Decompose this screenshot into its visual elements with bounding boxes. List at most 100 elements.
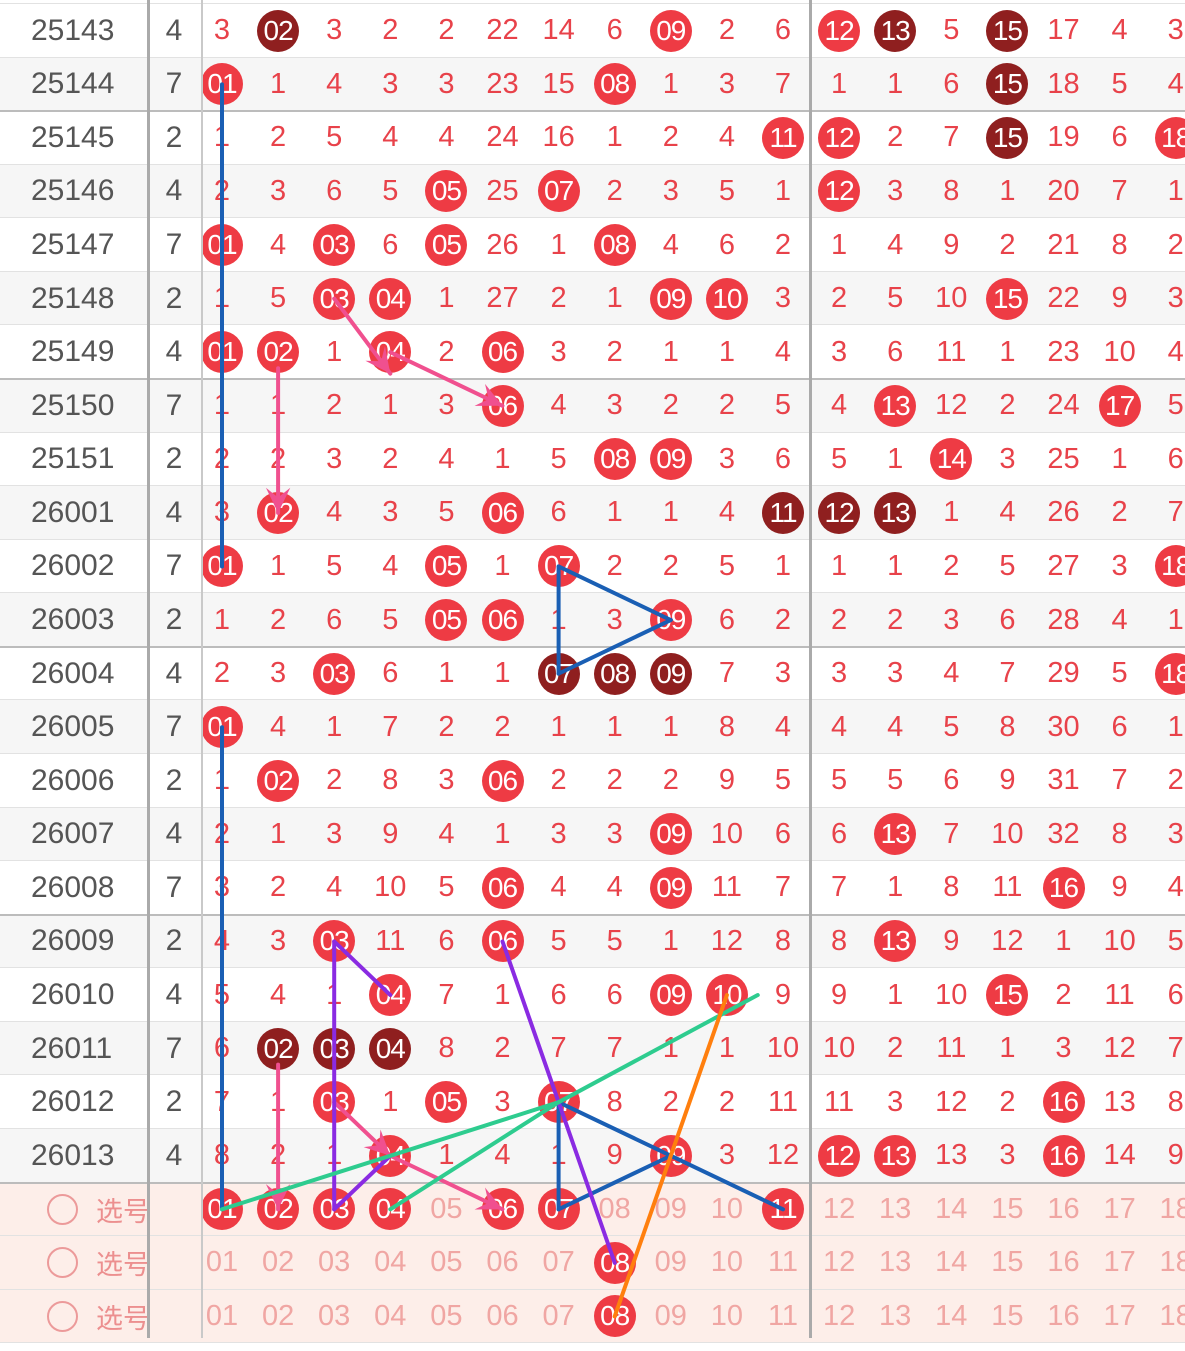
number-cell: 2 — [270, 121, 287, 154]
table-row: 25147 7 01 4 03 6 05 26 1 08 4 6 2 1 4 9 2 21 8 2 — [0, 218, 1185, 272]
number-cell: 16 — [542, 121, 575, 154]
pick-number-option[interactable]: 07 — [542, 1299, 575, 1332]
pick-number-option[interactable]: 09 — [654, 1299, 687, 1332]
pick-number-option[interactable]: 18 — [1159, 1246, 1185, 1279]
pick-number-option[interactable]: 17 — [1103, 1299, 1136, 1332]
pick-number-option[interactable]: 15 — [991, 1246, 1024, 1279]
pick-number-option[interactable]: 08 — [588, 1236, 642, 1290]
pick-number-option[interactable]: 12 — [822, 1299, 856, 1332]
sum-value: 7 — [165, 388, 183, 422]
pick-selector[interactable]: 选号 — [0, 1183, 200, 1237]
pick-number-option[interactable]: 11 — [767, 1246, 799, 1279]
drawn-ball: 12 — [818, 1134, 861, 1177]
pick-number-option[interactable]: 01 — [205, 1246, 239, 1279]
number-cell: 6 — [1167, 978, 1184, 1011]
pick-radio[interactable] — [47, 1247, 78, 1279]
period-number: 26013 — [31, 1138, 115, 1172]
number-cell: 1 — [326, 710, 343, 743]
selected-ball[interactable]: 01 — [201, 1188, 243, 1231]
pick-number-option[interactable]: 07 — [542, 1246, 575, 1279]
pick-number-option[interactable]: 02 — [251, 1183, 305, 1237]
pick-selector[interactable]: 选号 — [0, 1290, 200, 1344]
pick-number-option[interactable]: 04 — [374, 1299, 407, 1332]
pick-number-option[interactable]: 02 — [261, 1299, 295, 1332]
pick-number-option[interactable]: 04 — [363, 1183, 417, 1237]
pick-number-option[interactable]: 17 — [1103, 1246, 1136, 1279]
pick-number-option[interactable]: 03 — [318, 1299, 351, 1332]
pick-number-option[interactable]: 09 — [654, 1192, 687, 1225]
number-cell: 5 — [1111, 657, 1128, 690]
pick-number-option[interactable]: 18 — [1159, 1192, 1185, 1225]
drawn-ball: 02 — [257, 491, 300, 534]
pick-number-option[interactable]: 12 — [822, 1246, 856, 1279]
pick-number-option[interactable]: 01 — [205, 1299, 239, 1332]
pick-number-option[interactable]: 15 — [991, 1299, 1024, 1332]
pick-number-option[interactable]: 06 — [486, 1299, 519, 1332]
pick-number-option[interactable]: 03 — [318, 1246, 351, 1279]
pick-number-option[interactable]: 13 — [879, 1192, 912, 1225]
selected-ball[interactable]: 02 — [257, 1188, 300, 1231]
pick-number-option[interactable]: 06 — [486, 1246, 519, 1279]
pick-number-option[interactable]: 08 — [588, 1290, 642, 1344]
pick-radio[interactable] — [47, 1193, 78, 1225]
drawn-ball: 18 — [1154, 116, 1185, 159]
pick-number-option[interactable]: 18 — [1159, 1299, 1185, 1332]
pick-number-option[interactable]: 13 — [879, 1299, 912, 1332]
pick-number-option[interactable]: 11 — [767, 1299, 799, 1332]
pick-number-option[interactable]: 16 — [1047, 1192, 1080, 1225]
pick-number-option[interactable]: 15 — [991, 1192, 1024, 1225]
number-cell: 06 — [476, 593, 530, 647]
period-number: 25150 — [31, 388, 115, 422]
pick-selector[interactable]: 选号 — [0, 1236, 200, 1290]
number-cell: 1 — [438, 1139, 455, 1172]
pick-number-option[interactable]: 02 — [261, 1246, 295, 1279]
drawn-ball: 05 — [425, 170, 468, 213]
pick-number-option[interactable]: 14 — [935, 1299, 968, 1332]
pick-number-option[interactable]: 01 — [195, 1183, 249, 1237]
number-cell: 5 — [943, 14, 960, 47]
number-cell: 1 — [662, 67, 679, 100]
pick-number-option[interactable]: 11 — [756, 1183, 810, 1237]
number-cell: 2 — [270, 1139, 287, 1172]
pick-number-option[interactable]: 14 — [935, 1192, 968, 1225]
pick-number-option[interactable]: 08 — [598, 1192, 631, 1225]
pick-number-option[interactable]: 09 — [654, 1246, 687, 1279]
pick-number-option[interactable]: 10 — [710, 1246, 744, 1279]
pick-number-option[interactable]: 05 — [430, 1299, 463, 1332]
pick-number-option[interactable]: 13 — [879, 1246, 912, 1279]
drawn-ball: 12 — [818, 116, 861, 159]
number-cell: 5 — [774, 764, 792, 797]
number-cell: 5 — [999, 549, 1016, 582]
pick-number-option[interactable]: 04 — [374, 1246, 407, 1279]
pick-number-option[interactable]: 06 — [476, 1183, 530, 1237]
selected-ball[interactable]: 11 — [762, 1188, 804, 1231]
number-cell: 2 — [606, 764, 623, 797]
selected-ball[interactable]: 06 — [481, 1188, 524, 1231]
number-cell: 2 — [1111, 496, 1128, 529]
pick-number-option[interactable]: 10 — [710, 1299, 744, 1332]
pick-number-option[interactable]: 16 — [1047, 1299, 1080, 1332]
pick-number-option[interactable]: 10 — [710, 1192, 744, 1225]
number-cell: 9 — [1111, 282, 1128, 315]
pick-radio[interactable] — [47, 1300, 78, 1332]
selected-ball[interactable]: 03 — [313, 1188, 356, 1231]
selected-ball[interactable]: 07 — [537, 1188, 580, 1231]
selected-ball[interactable]: 08 — [593, 1295, 636, 1338]
selected-ball[interactable]: 08 — [593, 1241, 636, 1284]
pick-number-option[interactable]: 14 — [935, 1246, 968, 1279]
number-cell: 8 — [606, 1085, 623, 1118]
pick-number-option[interactable]: 05 — [430, 1246, 463, 1279]
number-cell: 01 — [195, 325, 249, 379]
number-cell: 3 — [718, 67, 735, 100]
pick-number-option[interactable]: 05 — [430, 1192, 463, 1225]
pick-number-option[interactable]: 03 — [307, 1183, 361, 1237]
number-cell: 2 — [213, 657, 231, 690]
pick-number-option[interactable]: 17 — [1103, 1192, 1136, 1225]
pick-number-option[interactable]: 07 — [532, 1183, 586, 1237]
number-cell: 12 — [991, 924, 1024, 957]
pick-number-option[interactable]: 12 — [822, 1192, 856, 1225]
selected-ball[interactable]: 04 — [369, 1188, 412, 1231]
number-cell: 2 — [1055, 978, 1072, 1011]
pick-number-option[interactable]: 16 — [1047, 1246, 1080, 1279]
number-cell: 09 — [644, 433, 698, 487]
